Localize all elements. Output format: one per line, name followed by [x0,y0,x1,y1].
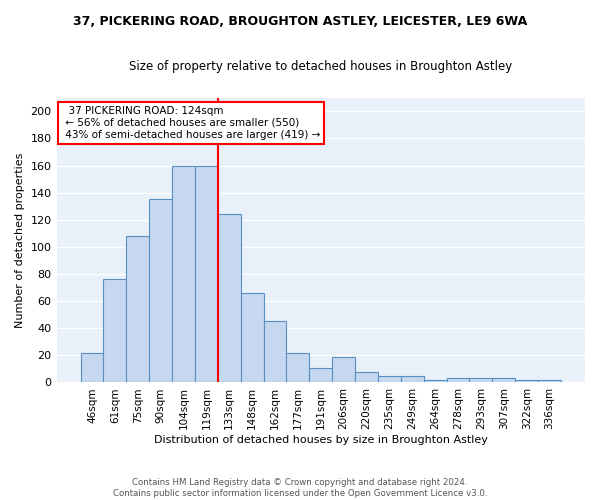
Bar [469,378,493,382]
Bar [332,356,355,382]
Bar [446,378,469,382]
Bar [515,380,538,382]
Bar [493,378,515,382]
Title: Size of property relative to detached houses in Broughton Astley: Size of property relative to detached ho… [129,60,512,73]
Bar [538,380,561,382]
Bar [195,166,218,382]
Bar [103,280,127,382]
Bar [218,214,241,382]
Bar [149,200,172,382]
Bar [424,380,446,382]
Y-axis label: Number of detached properties: Number of detached properties [15,152,25,328]
Bar [127,236,149,382]
Bar [172,166,195,382]
Bar [263,322,286,382]
Bar [378,376,401,382]
Bar [286,352,310,382]
Bar [355,372,378,382]
Bar [80,352,103,382]
Bar [241,293,263,382]
Text: 37, PICKERING ROAD, BROUGHTON ASTLEY, LEICESTER, LE9 6WA: 37, PICKERING ROAD, BROUGHTON ASTLEY, LE… [73,15,527,28]
Text: 37 PICKERING ROAD: 124sqm  
 ← 56% of detached houses are smaller (550)
 43% of : 37 PICKERING ROAD: 124sqm ← 56% of detac… [62,106,320,140]
Text: Contains HM Land Registry data © Crown copyright and database right 2024.
Contai: Contains HM Land Registry data © Crown c… [113,478,487,498]
X-axis label: Distribution of detached houses by size in Broughton Astley: Distribution of detached houses by size … [154,435,488,445]
Bar [310,368,332,382]
Bar [401,376,424,382]
